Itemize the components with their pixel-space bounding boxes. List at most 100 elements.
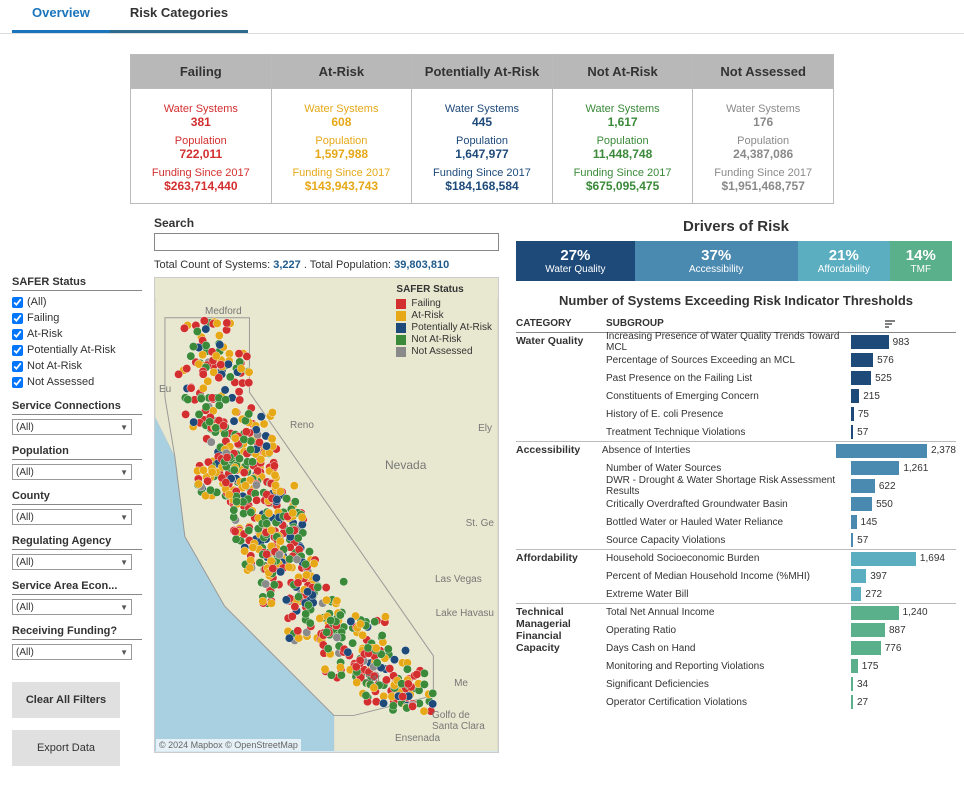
map-legend-title: SAFER Status bbox=[396, 284, 492, 295]
risk-indicator-row[interactable]: AccessibilityAbsence of Interties 2,378 bbox=[516, 441, 956, 459]
risk-bar-cell: 272 bbox=[851, 587, 956, 601]
summary-header: Failing bbox=[131, 55, 271, 89]
risk-bar-value: 1,240 bbox=[903, 607, 928, 618]
risk-bar-cell: 887 bbox=[851, 623, 956, 637]
risk-bar bbox=[851, 353, 873, 367]
checkbox-input[interactable] bbox=[12, 297, 23, 308]
safer-checkbox[interactable]: Not At-Risk bbox=[12, 359, 142, 374]
risk-indicator-row[interactable]: Percentage of Sources Exceeding an MCL 5… bbox=[516, 351, 956, 369]
safer-checkbox[interactable]: (All) bbox=[12, 295, 142, 310]
risk-bar-value: 397 bbox=[870, 571, 887, 582]
risk-category-spacer bbox=[516, 459, 606, 461]
risk-subgroup-label: Extreme Water Bill bbox=[606, 589, 851, 600]
total-pop-label: . Total Population: bbox=[304, 259, 391, 271]
checkbox-label: Not At-Risk bbox=[27, 359, 82, 374]
summary-header: Not At-Risk bbox=[553, 55, 693, 89]
risk-bar-cell: 776 bbox=[851, 641, 956, 655]
export-data-button[interactable]: Export Data bbox=[12, 730, 120, 766]
tab-bar: Overview Risk Categories bbox=[0, 0, 964, 34]
total-pop-value: 39,803,810 bbox=[394, 259, 449, 271]
legend-label: Not At-Risk bbox=[411, 334, 461, 345]
risk-category-spacer bbox=[516, 513, 606, 515]
map-label-ely: Ely bbox=[478, 423, 492, 434]
risk-bar-cell: 1,240 bbox=[851, 606, 956, 620]
map-label-me: Me bbox=[454, 678, 468, 689]
funding-value: $675,095,475 bbox=[557, 179, 689, 193]
risk-category-spacer bbox=[516, 693, 606, 695]
map-label-ensenada: Ensenada bbox=[395, 733, 440, 744]
risk-indicator-row[interactable]: Past Presence on the Failing List 525 bbox=[516, 369, 956, 387]
metric-label: Water Systems bbox=[697, 103, 829, 115]
driver-segment[interactable]: 21%Affordability bbox=[798, 241, 890, 281]
filter-group: Population (All) ▼ bbox=[12, 445, 142, 480]
risk-indicator-row[interactable]: TechnicalManagerialFinancialCapacityTota… bbox=[516, 603, 956, 621]
safer-status-header: SAFER Status bbox=[12, 276, 142, 291]
risk-indicator-row[interactable]: AffordabilityHousehold Socioeconomic Bur… bbox=[516, 549, 956, 567]
checkbox-input[interactable] bbox=[12, 361, 23, 372]
risk-indicator-row[interactable]: Monitoring and Reporting Violations 175 bbox=[516, 657, 956, 675]
checkbox-input[interactable] bbox=[12, 377, 23, 388]
risk-subgroup-label: History of E. coli Presence bbox=[606, 409, 851, 420]
sort-icon[interactable] bbox=[884, 319, 896, 329]
summary-header: Not Assessed bbox=[693, 55, 833, 89]
safer-checkbox[interactable]: Failing bbox=[12, 311, 142, 326]
safer-checkbox[interactable]: At-Risk bbox=[12, 327, 142, 342]
filter-dropdown[interactable]: (All) ▼ bbox=[12, 644, 132, 660]
clear-filters-button[interactable]: Clear All Filters bbox=[12, 682, 120, 718]
risk-bar-cell: 57 bbox=[851, 425, 956, 439]
risk-bar-value: 175 bbox=[862, 661, 879, 672]
checkbox-input[interactable] bbox=[12, 329, 23, 340]
map-container[interactable]: Medford Eu Reno Ely Nevada St. Ge Las Ve… bbox=[154, 277, 499, 753]
filter-dropdown[interactable]: (All) ▼ bbox=[12, 509, 132, 525]
risk-indicator-row[interactable]: Percent of Median Household Income (%MHI… bbox=[516, 567, 956, 585]
risk-subgroup-label: Treatment Technique Violations bbox=[606, 427, 851, 438]
risk-indicator-row[interactable]: Significant Deficiencies 34 bbox=[516, 675, 956, 693]
driver-segment[interactable]: 37%Accessibility bbox=[635, 241, 798, 281]
risk-category-spacer bbox=[516, 531, 606, 533]
metric-label: Population bbox=[135, 135, 267, 147]
risk-bar bbox=[851, 479, 875, 493]
checkbox-input[interactable] bbox=[12, 313, 23, 324]
filter-dropdown[interactable]: (All) ▼ bbox=[12, 419, 132, 435]
driver-segment[interactable]: 14%TMF bbox=[890, 241, 952, 281]
risk-bar-value: 887 bbox=[889, 625, 906, 636]
safer-checkbox[interactable]: Potentially At-Risk bbox=[12, 343, 142, 358]
category-header: CATEGORY bbox=[516, 318, 606, 329]
risk-indicator-row[interactable]: Extreme Water Bill 272 bbox=[516, 585, 956, 603]
risk-bar-value: 34 bbox=[857, 679, 868, 690]
checkbox-label: At-Risk bbox=[27, 327, 62, 342]
risk-indicator-row[interactable]: Treatment Technique Violations 57 bbox=[516, 423, 956, 441]
summary-table: Failing Water Systems 381 Population 722… bbox=[130, 54, 834, 204]
risk-indicator-row[interactable]: Bottled Water or Hauled Water Reliance 1… bbox=[516, 513, 956, 531]
risk-indicator-row[interactable]: Operator Certification Violations 27 bbox=[516, 693, 956, 711]
total-count-label: Total Count of Systems: bbox=[154, 259, 270, 271]
risk-bar-value: 622 bbox=[879, 481, 896, 492]
legend-row: Not At-Risk bbox=[396, 334, 492, 345]
filter-dropdown[interactable]: (All) ▼ bbox=[12, 554, 132, 570]
risk-indicator-row[interactable]: Water QualityIncreasing Presence of Wate… bbox=[516, 333, 956, 351]
risk-indicator-row[interactable]: History of E. coli Presence 75 bbox=[516, 405, 956, 423]
risk-bar-cell: 175 bbox=[851, 659, 956, 673]
risk-indicator-row[interactable]: Constituents of Emerging Concern 215 bbox=[516, 387, 956, 405]
map-label-lakehavasu: Lake Havasu bbox=[436, 608, 494, 619]
tab-overview[interactable]: Overview bbox=[12, 0, 110, 33]
risk-indicator-row[interactable]: Source Capacity Violations 57 bbox=[516, 531, 956, 549]
metric-label: Water Systems bbox=[416, 103, 548, 115]
tab-risk-categories[interactable]: Risk Categories bbox=[110, 0, 248, 33]
risk-indicator-row[interactable]: DWR - Drought & Water Shortage Risk Asse… bbox=[516, 477, 956, 495]
driver-segment[interactable]: 27%Water Quality bbox=[516, 241, 635, 281]
filter-dropdown[interactable]: (All) ▼ bbox=[12, 464, 132, 480]
summary-col: Not At-Risk Water Systems 1,617 Populati… bbox=[553, 55, 694, 203]
checkbox-input[interactable] bbox=[12, 345, 23, 356]
search-input[interactable] bbox=[154, 233, 499, 251]
drivers-stacked-bar: 27%Water Quality37%Accessibility21%Affor… bbox=[516, 241, 956, 281]
safer-checkbox[interactable]: Not Assessed bbox=[12, 375, 142, 390]
legend-label: Not Assessed bbox=[411, 346, 472, 357]
filter-dropdown[interactable]: (All) ▼ bbox=[12, 599, 132, 615]
legend-label: Failing bbox=[411, 298, 440, 309]
chevron-down-icon: ▼ bbox=[120, 558, 128, 567]
risk-bar bbox=[851, 497, 872, 511]
risk-bar-cell: 983 bbox=[851, 335, 956, 349]
filter-sidebar: SAFER Status (All)FailingAt-RiskPotentia… bbox=[12, 216, 142, 766]
risk-indicator-row[interactable]: Critically Overdrafted Groundwater Basin… bbox=[516, 495, 956, 513]
